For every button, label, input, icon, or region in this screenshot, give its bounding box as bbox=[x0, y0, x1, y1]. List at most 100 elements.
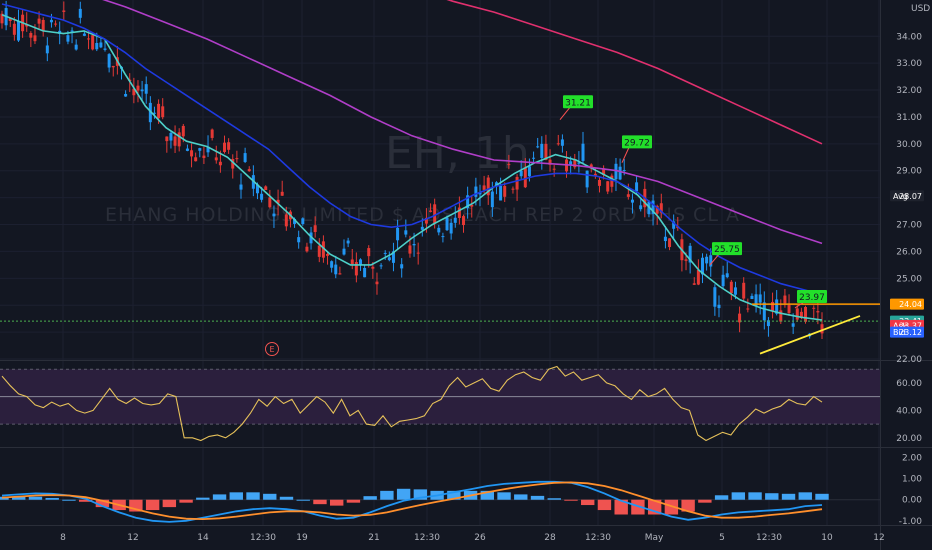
candle-body bbox=[779, 310, 783, 322]
candle-body bbox=[490, 191, 494, 208]
callout-box bbox=[563, 95, 593, 109]
candle-body bbox=[725, 273, 729, 278]
candle-body bbox=[82, 33, 86, 36]
candle-body bbox=[99, 42, 103, 48]
candle-body bbox=[812, 307, 816, 309]
candle-body bbox=[618, 166, 622, 180]
macd-histogram-bar bbox=[129, 499, 143, 512]
macd-tick-label: -1.00 bbox=[899, 517, 923, 527]
macd-pane[interactable] bbox=[0, 480, 880, 523]
earnings-marker-label: E bbox=[269, 345, 274, 354]
candle-body bbox=[247, 169, 251, 172]
candle-body bbox=[771, 301, 775, 311]
time-tick-label: 19 bbox=[296, 533, 308, 543]
macd-histogram-bar bbox=[748, 492, 762, 500]
candle-body bbox=[672, 221, 676, 229]
candle-body bbox=[62, 10, 66, 12]
callout-label: 29.72 bbox=[624, 138, 650, 148]
time-tick-label: May bbox=[645, 533, 664, 543]
candle-body bbox=[515, 176, 519, 190]
macd-histogram-bar bbox=[62, 499, 76, 501]
candle-body bbox=[358, 259, 362, 266]
candle-body bbox=[449, 222, 453, 234]
candle-body bbox=[375, 281, 379, 285]
macd-histogram-bar bbox=[815, 493, 829, 500]
macd-histogram-bar bbox=[263, 493, 277, 500]
price-tick-label: 30.00 bbox=[896, 140, 922, 150]
candle-body bbox=[494, 182, 498, 186]
candle-body bbox=[276, 199, 280, 204]
candle-body bbox=[738, 313, 742, 323]
macd-histogram-bar bbox=[313, 499, 327, 505]
candle-body bbox=[783, 295, 787, 304]
candle-body bbox=[297, 237, 301, 243]
macd-histogram-bar bbox=[279, 496, 294, 500]
candle-body bbox=[713, 287, 717, 307]
candle-body bbox=[746, 308, 750, 310]
candle-body bbox=[387, 257, 391, 261]
candle-body bbox=[330, 261, 334, 268]
callout-label: 31.21 bbox=[565, 98, 591, 108]
rsi-line bbox=[1, 365, 823, 442]
callout-pointer bbox=[709, 253, 720, 266]
candle-body bbox=[404, 230, 408, 235]
macd-histogram-bar bbox=[12, 496, 26, 500]
macd-histogram-bar bbox=[514, 494, 528, 500]
candle-body bbox=[301, 218, 305, 224]
candle-body bbox=[532, 157, 536, 159]
support-trendline[interactable] bbox=[759, 315, 861, 355]
macd-histogram-bar bbox=[413, 489, 428, 500]
candle-body bbox=[152, 112, 156, 114]
candle-body bbox=[326, 253, 330, 256]
candle-body bbox=[354, 262, 358, 276]
macd-histogram-bar bbox=[145, 499, 160, 511]
candle-body bbox=[626, 194, 630, 197]
price-tag-value: 24.04 bbox=[899, 300, 922, 309]
candle-body bbox=[342, 248, 346, 255]
candle-body bbox=[260, 193, 264, 200]
candle-body bbox=[235, 158, 239, 160]
candle-body bbox=[548, 159, 552, 165]
candle-body bbox=[190, 150, 194, 157]
price-tick-label: 34.00 bbox=[896, 32, 922, 42]
candle-body bbox=[630, 199, 634, 203]
candle-body bbox=[12, 23, 16, 35]
candle-body bbox=[371, 266, 375, 269]
candle-body bbox=[688, 245, 692, 263]
macd-histogram-bar bbox=[581, 499, 595, 506]
candle-body bbox=[243, 153, 247, 162]
earnings-marker[interactable]: E bbox=[265, 342, 279, 356]
callout-box bbox=[797, 290, 827, 304]
rsi-pane[interactable] bbox=[0, 365, 880, 442]
candle-body bbox=[762, 302, 766, 321]
macd-histogram-bar bbox=[162, 499, 177, 508]
price-tag-label: Avg bbox=[893, 192, 908, 201]
macd-histogram-bar bbox=[363, 496, 377, 500]
candle-body bbox=[95, 42, 99, 50]
price-pane[interactable] bbox=[0, 0, 880, 355]
time-axis[interactable]: 8 12 14 12:30 19 21 12:30 26 28 12:30 May 5 12:30 10 1… bbox=[60, 533, 885, 543]
candle-body bbox=[29, 33, 33, 38]
macd-histogram-bar bbox=[765, 493, 779, 500]
rsi-tick-label: 20.00 bbox=[896, 434, 922, 444]
candle-body bbox=[78, 8, 82, 18]
candle-body bbox=[74, 44, 78, 50]
macd-histogram-bar bbox=[631, 499, 645, 515]
candle-body bbox=[181, 125, 185, 137]
candle-body bbox=[107, 54, 111, 68]
earnings-marker-circle[interactable] bbox=[265, 342, 279, 356]
candle-body bbox=[132, 88, 136, 96]
macd-histogram-bar bbox=[330, 499, 344, 506]
candle-body bbox=[507, 164, 511, 166]
candle-body bbox=[470, 204, 474, 207]
candle-body bbox=[165, 136, 169, 142]
candle-body bbox=[795, 308, 799, 320]
candle-body bbox=[445, 217, 449, 231]
candle-body bbox=[161, 106, 165, 118]
candle-body bbox=[536, 146, 540, 148]
candle-body bbox=[705, 256, 709, 264]
candle-body bbox=[136, 85, 140, 91]
candle-body bbox=[321, 241, 325, 258]
candle-body bbox=[787, 305, 791, 313]
